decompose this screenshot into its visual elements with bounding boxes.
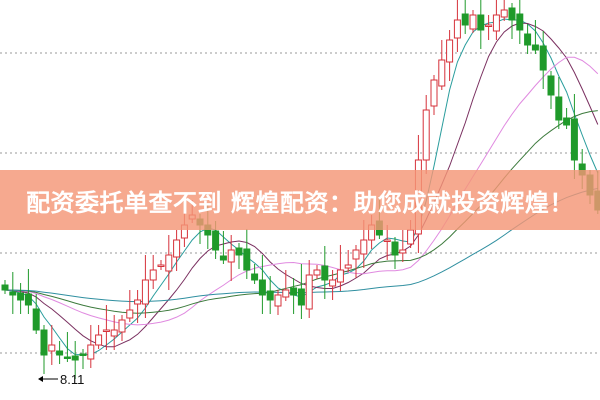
candle-body <box>165 254 173 272</box>
candle-body <box>79 353 87 356</box>
candle-body <box>212 230 220 251</box>
candle-body <box>469 14 477 30</box>
candle-body <box>173 239 181 258</box>
candle-body <box>383 239 391 242</box>
candle-body <box>235 247 243 256</box>
candle-body <box>32 308 40 331</box>
candle-body <box>453 19 461 39</box>
candle-body <box>407 229 415 245</box>
candle-body <box>516 13 524 31</box>
candle-body <box>563 117 571 126</box>
candle-body <box>110 329 118 337</box>
candle-body <box>9 291 17 296</box>
candle-body <box>485 24 493 27</box>
candle-body <box>531 44 539 51</box>
candle-body <box>422 109 430 161</box>
promo-banner: 配资委托单查不到 辉煌配资：助您成就投资辉煌！ <box>0 170 600 230</box>
candle-body <box>1 284 9 291</box>
candle-body <box>141 279 149 305</box>
candle-body <box>352 249 360 260</box>
candle-body <box>547 75 555 96</box>
candle-body <box>24 293 32 306</box>
ma20-line <box>4 56 599 326</box>
candle-body <box>360 239 368 255</box>
candle-body <box>290 287 298 296</box>
candle-body <box>274 294 282 307</box>
candle-body <box>344 264 352 269</box>
candle-body <box>391 241 399 256</box>
candle-body <box>446 39 454 63</box>
candle-body <box>40 329 48 356</box>
candle-body <box>555 96 563 121</box>
candle-body <box>500 9 508 18</box>
candle-body <box>305 274 313 310</box>
candle-body <box>251 273 259 281</box>
candle-body <box>219 255 227 261</box>
candle-body <box>17 292 25 301</box>
candle-body <box>258 279 266 296</box>
candle-body <box>297 288 305 306</box>
candle-body <box>71 355 79 361</box>
candle-body <box>539 45 547 71</box>
low-arrow-head <box>38 376 43 382</box>
candle-body <box>149 269 157 281</box>
candle-body <box>461 13 469 26</box>
candle-body <box>336 269 344 283</box>
candle-body <box>524 33 532 46</box>
candle-body <box>102 329 110 332</box>
candle-body <box>118 319 126 333</box>
candle-body <box>134 299 142 305</box>
candle-body <box>95 334 103 346</box>
candle-body <box>87 344 95 360</box>
candle-body <box>477 14 485 31</box>
candle-body <box>399 249 407 254</box>
banner-text: 配资委托单查不到 辉煌配资：助您成就投资辉煌！ <box>26 188 574 217</box>
candle-body <box>48 344 56 352</box>
candle-body <box>282 289 290 298</box>
low-price-label: 8.11 <box>60 372 84 387</box>
candle-body <box>313 269 321 276</box>
candle-body <box>321 265 329 281</box>
candle-body <box>157 264 165 267</box>
candle-body <box>329 279 337 287</box>
candle-body <box>56 350 64 356</box>
candle-body <box>126 309 134 319</box>
candle-body <box>266 290 274 301</box>
candle-body <box>570 118 578 161</box>
candle-body <box>243 248 251 271</box>
candle-body <box>63 356 71 359</box>
candle-body <box>227 249 235 263</box>
candle-body <box>492 14 500 32</box>
candle-body <box>438 59 446 87</box>
candle-body <box>430 79 438 107</box>
candle-body <box>508 7 516 21</box>
